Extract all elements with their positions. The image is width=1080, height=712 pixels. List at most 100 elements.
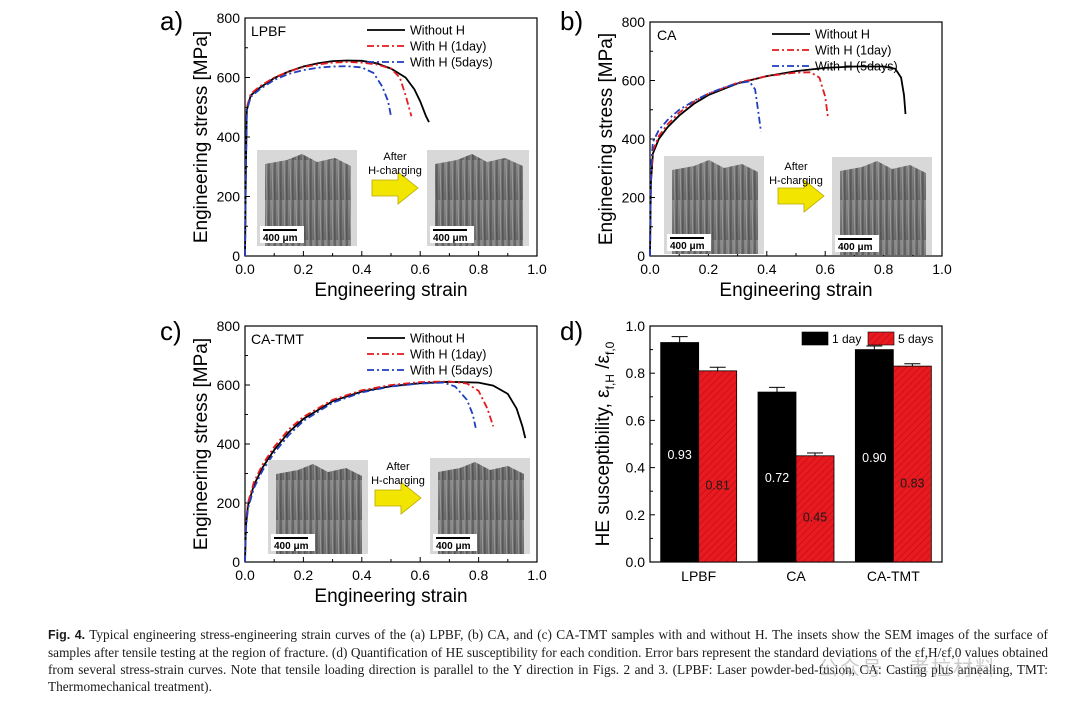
y-axis-label: Engineering stress [MPa] — [191, 338, 212, 550]
sem-inset-right: 400 μm — [427, 150, 529, 246]
y-axis-label: HE susceptibility, εf,H /εf,0 — [593, 341, 617, 546]
x-tick-label: 0.0 — [235, 567, 255, 583]
x-axis-label: Engineering strain — [314, 280, 467, 301]
y-tick-label: 0 — [637, 248, 645, 264]
bar-five-days — [795, 455, 835, 563]
arrow-label: H-charging — [769, 175, 823, 187]
arrow-label: After — [383, 151, 407, 163]
y-tick-label: 0.4 — [626, 460, 646, 476]
chart-panel-3: c) 0 200 400 600 800 Engineering stress [MPa] 0… — [160, 316, 547, 607]
sem-inset-left: 400 μm — [257, 150, 357, 246]
y-tick-label: 0.6 — [626, 412, 646, 428]
arrow-icon — [374, 481, 422, 515]
x-tick-label: 1.0 — [932, 261, 952, 277]
x-tick-label: 0.6 — [410, 567, 430, 583]
series-line-3 — [649, 80, 762, 257]
x-axis-label: Engineering strain — [314, 586, 467, 607]
caption-line-4: Laser powder-bed-fusion, CA: Casting plu… — [48, 662, 1048, 694]
legend-label: Without H — [410, 332, 465, 346]
arrow-icon — [371, 171, 419, 205]
y-tick-label: 800 — [217, 10, 241, 26]
chart-panel-2: b) 0 200 400 600 800 Engineering stress [MPa] 0… — [560, 6, 952, 301]
chart-panel-1: a) 0 200 400 600 800 Engineering stress [MPa] 0… — [160, 6, 547, 301]
legend-label: With H (1day) — [815, 44, 891, 58]
x-tick-label: 0.0 — [640, 261, 660, 277]
series-line-3 — [244, 381, 477, 563]
arrow-label: After — [784, 161, 808, 173]
caption-line-2: the surface of samples after tensile tes… — [48, 627, 1048, 660]
x-tick-label: LPBF — [681, 568, 716, 584]
chart-panel-4: d) 0.0 0.2 0.4 0.6 0.8 1.0 HE susceptibility, ε… — [560, 316, 943, 584]
series-line-1 — [649, 65, 907, 257]
material-label: CA — [657, 27, 677, 43]
panel-label: c) — [160, 316, 182, 346]
series-line-3 — [244, 65, 392, 257]
sem-inset-left: 400 μm — [268, 460, 368, 554]
bar-one-day — [854, 349, 894, 563]
caption-line-3: deviations of the εf,H/εf,0 values obtai… — [48, 645, 1048, 677]
series-line-2 — [649, 71, 829, 257]
panel-label: a) — [160, 6, 183, 36]
bar-value-label: 0.45 — [803, 511, 827, 525]
x-tick-label: 0.8 — [874, 261, 894, 277]
sem-inset-left: 400 μm — [664, 156, 764, 254]
scale-bar-label: 400 μm — [263, 233, 298, 244]
legend-label: 1 day — [832, 332, 861, 346]
y-tick-label: 600 — [622, 73, 646, 89]
bar-value-label: 0.90 — [862, 451, 886, 465]
x-tick-label: 0.6 — [815, 261, 835, 277]
legend-swatch — [867, 331, 895, 346]
bar-five-days — [698, 370, 738, 563]
arrow-label: H-charging — [371, 475, 425, 487]
watermark-text: 公众号 · 孝拉材料 — [818, 656, 998, 680]
bar-value-label: 0.81 — [705, 478, 729, 492]
panel-label: d) — [560, 316, 583, 346]
bar-value-label: 0.72 — [765, 471, 789, 485]
y-tick-label: 400 — [622, 131, 646, 147]
bar-five-days — [892, 365, 932, 563]
y-tick-label: 0.8 — [626, 365, 646, 381]
y-axis-label: Engineering stress [MPa] — [596, 33, 617, 245]
bar-one-day — [660, 342, 700, 563]
panel-label: b) — [560, 6, 583, 36]
sem-fracture-surface — [276, 464, 362, 554]
x-tick-label: 0.2 — [294, 567, 314, 583]
x-tick-label: 0.2 — [294, 261, 314, 277]
legend-swatch — [801, 331, 829, 346]
sem-fracture-surface — [840, 161, 926, 255]
arrow-icon — [777, 179, 825, 213]
y-tick-label: 800 — [217, 318, 241, 334]
series-line-2 — [244, 61, 413, 257]
scale-bar-label: 400 μm — [838, 242, 873, 253]
x-tick-label: 1.0 — [527, 567, 547, 583]
material-label: LPBF — [251, 23, 286, 39]
x-tick-label: 0.6 — [410, 261, 430, 277]
scale-bar-label: 400 μm — [274, 541, 309, 552]
sem-inset-right: 400 μm — [430, 458, 530, 554]
y-tick-label: 400 — [217, 436, 241, 452]
sem-fracture-surface — [265, 154, 351, 246]
x-tick-label: 0.4 — [352, 261, 372, 277]
x-tick-label: 0.0 — [235, 261, 255, 277]
y-tick-label: 600 — [217, 377, 241, 393]
sem-fracture-surface — [672, 160, 758, 254]
x-axis-label: Engineering strain — [719, 280, 872, 301]
x-tick-label: 0.2 — [699, 261, 719, 277]
legend-label: With H (5days) — [410, 364, 493, 378]
arrow-label: H-charging — [368, 165, 422, 177]
y-tick-label: 400 — [217, 129, 241, 145]
legend-label: With H (1day) — [410, 348, 486, 362]
series-line-2 — [244, 380, 495, 563]
bar-value-label: 0.93 — [667, 448, 691, 462]
legend-label: Without H — [815, 28, 870, 42]
y-tick-label: 0 — [232, 248, 240, 264]
x-tick-label: CA — [786, 568, 806, 584]
x-tick-label: 0.4 — [352, 567, 372, 583]
sem-fracture-surface — [438, 462, 524, 554]
y-tick-label: 600 — [217, 70, 241, 86]
y-tick-label: 1.0 — [626, 318, 646, 334]
y-tick-label: 0 — [232, 554, 240, 570]
y-tick-label: 200 — [217, 495, 241, 511]
caption-line-1: Typical engineering stress-engineering s… — [89, 627, 970, 642]
